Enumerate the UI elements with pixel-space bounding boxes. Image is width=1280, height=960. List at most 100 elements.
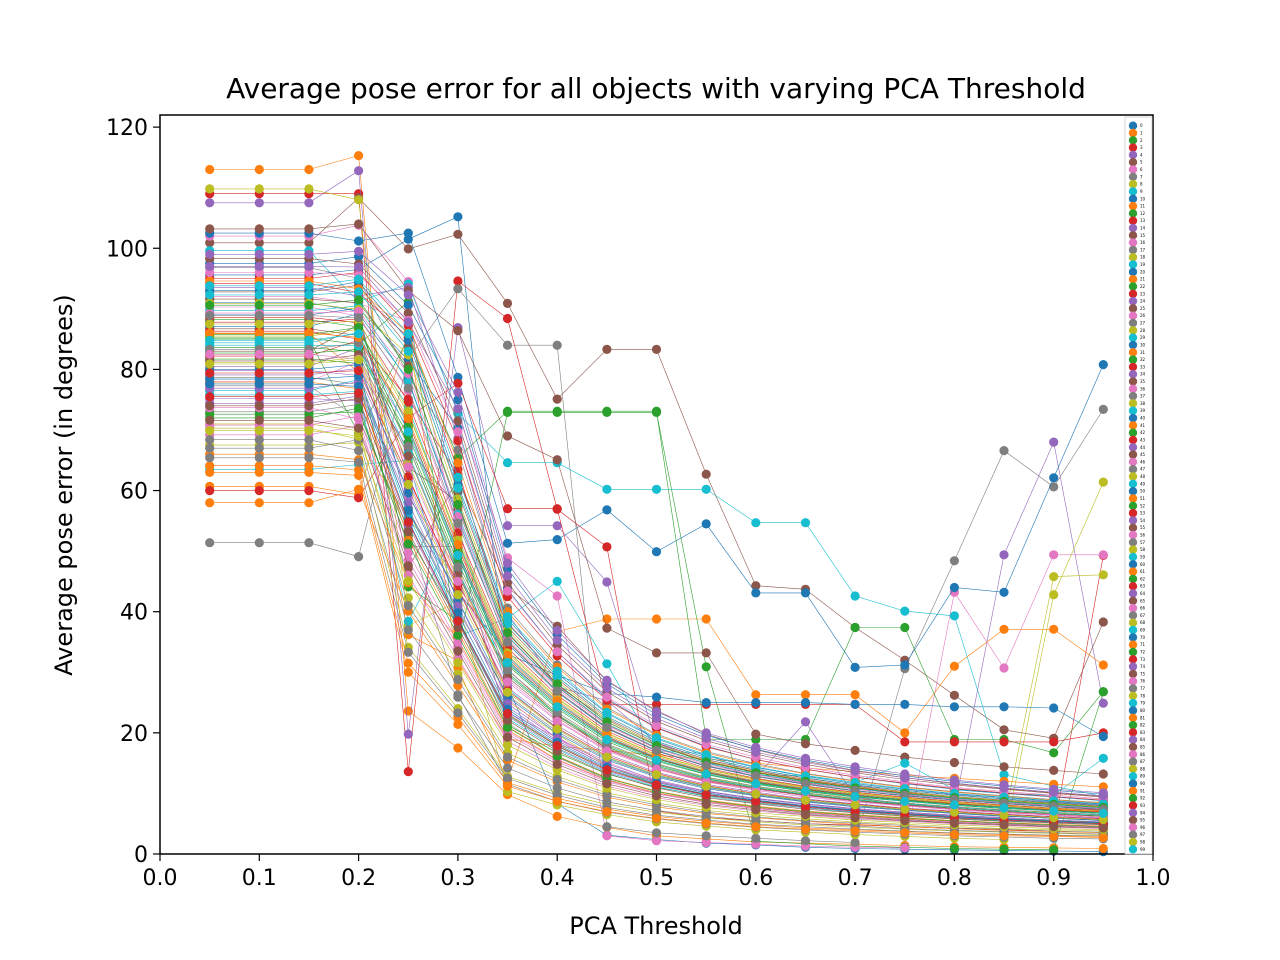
legend-marker [1128, 421, 1138, 430]
legend-label: 36 [1140, 386, 1146, 391]
data-point [651, 547, 662, 557]
data-point [205, 443, 215, 453]
data-point [354, 274, 364, 284]
series-7 [205, 284, 1108, 848]
legend-label: 86 [1140, 752, 1146, 757]
data-point [453, 646, 463, 656]
data-point [1098, 791, 1108, 801]
legend-label: 2 [1140, 138, 1143, 143]
legend-marker [1128, 158, 1138, 167]
data-point [949, 702, 960, 712]
data-point [1049, 703, 1059, 713]
x-axis-title: PCA Threshold [569, 912, 743, 940]
legend-label: 15 [1140, 233, 1146, 238]
legend-label: 33 [1140, 364, 1146, 369]
legend-label: 80 [1140, 708, 1146, 713]
data-point [254, 261, 264, 271]
legend-marker [1128, 764, 1138, 774]
data-point [403, 290, 413, 300]
legend-label: 64 [1140, 591, 1146, 596]
legend-label: 62 [1140, 576, 1146, 581]
y-tick-label: 80 [120, 358, 148, 383]
legend-label: 91 [1140, 788, 1146, 793]
legend-label: 8 [1140, 182, 1143, 187]
data-point [850, 791, 860, 802]
data-point [751, 789, 761, 799]
data-point [999, 810, 1009, 820]
x-tick-label: 0.0 [143, 866, 178, 891]
data-point [751, 588, 761, 598]
legend-label: 87 [1140, 759, 1146, 764]
data-point [999, 783, 1009, 793]
legend-marker [1128, 779, 1138, 788]
data-point [453, 576, 463, 587]
legend-marker [1128, 625, 1138, 635]
data-point [701, 761, 711, 771]
legend-label: 24 [1140, 299, 1146, 304]
data-point [651, 344, 662, 354]
data-point [602, 831, 612, 841]
data-point [602, 822, 612, 832]
data-point [254, 319, 264, 329]
legend-label: 18 [1140, 255, 1146, 260]
data-point [403, 441, 413, 451]
legend-label: 32 [1140, 357, 1146, 362]
data-point [651, 484, 662, 494]
data-point [254, 359, 264, 369]
data-point [403, 228, 413, 238]
data-point [205, 238, 215, 248]
legend-marker [1128, 720, 1138, 730]
data-point [651, 648, 662, 658]
data-point [502, 637, 513, 647]
legend-label: 57 [1140, 540, 1146, 545]
legend-marker [1128, 304, 1138, 313]
data-point [403, 647, 413, 657]
legend-marker [1128, 187, 1138, 196]
data-point [304, 261, 314, 271]
data-point [1098, 843, 1108, 854]
legend-label: 85 [1140, 745, 1146, 750]
legend-marker [1128, 830, 1138, 839]
data-point [304, 426, 314, 436]
legend-label: 34 [1140, 372, 1146, 377]
y-axis-title: Average pose error (in degrees) [50, 294, 78, 676]
data-point [403, 397, 413, 407]
legend-label: 82 [1140, 723, 1146, 728]
data-point [502, 313, 513, 324]
data-point [949, 778, 960, 788]
data-point [999, 820, 1009, 830]
data-point [403, 576, 413, 586]
data-point [552, 340, 562, 350]
data-point [850, 622, 860, 633]
data-point [850, 800, 860, 810]
data-point [403, 329, 413, 339]
legend-label: 10 [1140, 196, 1146, 201]
legend-marker [1128, 201, 1138, 211]
legend-label: 51 [1140, 496, 1146, 501]
data-point [1049, 831, 1059, 842]
data-point [502, 431, 513, 441]
legend-label: 74 [1140, 664, 1146, 669]
data-point [403, 527, 413, 537]
legend-label: 97 [1140, 832, 1146, 837]
data-point [354, 329, 364, 339]
data-point [205, 335, 215, 345]
data-point [502, 340, 513, 350]
legend-marker [1128, 479, 1138, 488]
data-point [552, 504, 562, 514]
legend-label: 93 [1140, 803, 1146, 808]
legend-marker [1128, 713, 1138, 722]
data-point [304, 238, 314, 248]
data-point [403, 406, 413, 416]
data-point [453, 378, 463, 388]
data-point [304, 415, 314, 425]
data-point [701, 818, 711, 828]
data-point [1049, 624, 1059, 634]
data-point [254, 310, 264, 321]
x-tick-label: 0.6 [738, 866, 773, 891]
legend-label: 75 [1140, 671, 1146, 676]
legend-label: 44 [1140, 445, 1146, 450]
legend-marker [1128, 377, 1138, 386]
legend-marker [1128, 311, 1138, 320]
data-point [205, 415, 215, 425]
